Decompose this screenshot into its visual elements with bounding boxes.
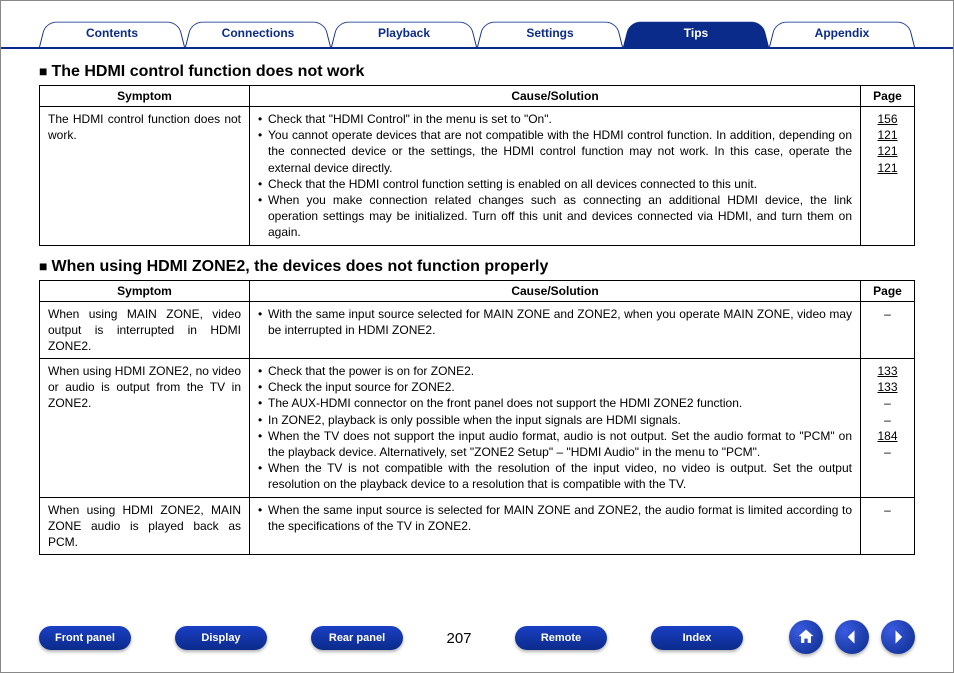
page-cell: 156121121121 <box>861 107 915 246</box>
symptom-cell: When using HDMI ZONE2, MAIN ZONE audio i… <box>40 497 250 555</box>
remote-button[interactable]: Remote <box>515 626 607 650</box>
col-symptom: Symptom <box>40 280 250 301</box>
symptom-cell: When using MAIN ZONE, video output is in… <box>40 301 250 359</box>
tab-tips[interactable]: Tips <box>623 19 769 47</box>
col-cause: Cause/Solution <box>250 280 861 301</box>
page-link[interactable]: 156 <box>877 111 897 127</box>
page-link[interactable]: 133 <box>877 379 897 395</box>
page-link[interactable]: 121 <box>877 143 897 159</box>
nav-icons <box>789 620 915 654</box>
page-link[interactable]: 133 <box>877 363 897 379</box>
col-page: Page <box>861 280 915 301</box>
section-title-2: ■When using HDMI ZONE2, the devices does… <box>39 258 915 276</box>
tab-appendix[interactable]: Appendix <box>769 19 915 47</box>
troubleshoot-table-1: Symptom Cause/Solution Page The HDMI con… <box>39 85 915 246</box>
next-button[interactable] <box>881 620 915 654</box>
cause-cell: Check that the power is on for ZONE2.Che… <box>250 359 861 498</box>
front-panel-button[interactable]: Front panel <box>39 626 131 650</box>
display-button[interactable]: Display <box>175 626 267 650</box>
section-title-1: ■The HDMI control function does not work <box>39 63 915 81</box>
cause-cell: When the same input source is selected f… <box>250 497 861 555</box>
symptom-cell: When using HDMI ZONE2, no video or audio… <box>40 359 250 498</box>
rear-panel-button[interactable]: Rear panel <box>311 626 403 650</box>
tab-connections[interactable]: Connections <box>185 19 331 47</box>
cause-cell: Check that "HDMI Control" in the menu is… <box>250 107 861 246</box>
troubleshoot-table-2: Symptom Cause/Solution Page When using M… <box>39 280 915 556</box>
cause-cell: With the same input source selected for … <box>250 301 861 359</box>
page-cell: – <box>861 497 915 555</box>
page-number: 207 <box>429 630 489 647</box>
page-cell: 133133––184– <box>861 359 915 498</box>
tab-contents[interactable]: Contents <box>39 19 185 47</box>
tab-settings[interactable]: Settings <box>477 19 623 47</box>
page-cell: – <box>861 301 915 359</box>
col-page: Page <box>861 86 915 107</box>
index-button[interactable]: Index <box>651 626 743 650</box>
page-link[interactable]: 184 <box>877 428 897 444</box>
col-symptom: Symptom <box>40 86 250 107</box>
symptom-cell: The HDMI control function does not work. <box>40 107 250 246</box>
page-link[interactable]: 121 <box>877 127 897 143</box>
page-content: ■The HDMI control function does not work… <box>1 49 953 555</box>
top-tabs: ContentsConnectionsPlaybackSettingsTipsA… <box>1 1 953 49</box>
col-cause: Cause/Solution <box>250 86 861 107</box>
page-link[interactable]: 121 <box>877 160 897 176</box>
prev-button[interactable] <box>835 620 869 654</box>
tab-playback[interactable]: Playback <box>331 19 477 47</box>
home-button[interactable] <box>789 620 823 654</box>
